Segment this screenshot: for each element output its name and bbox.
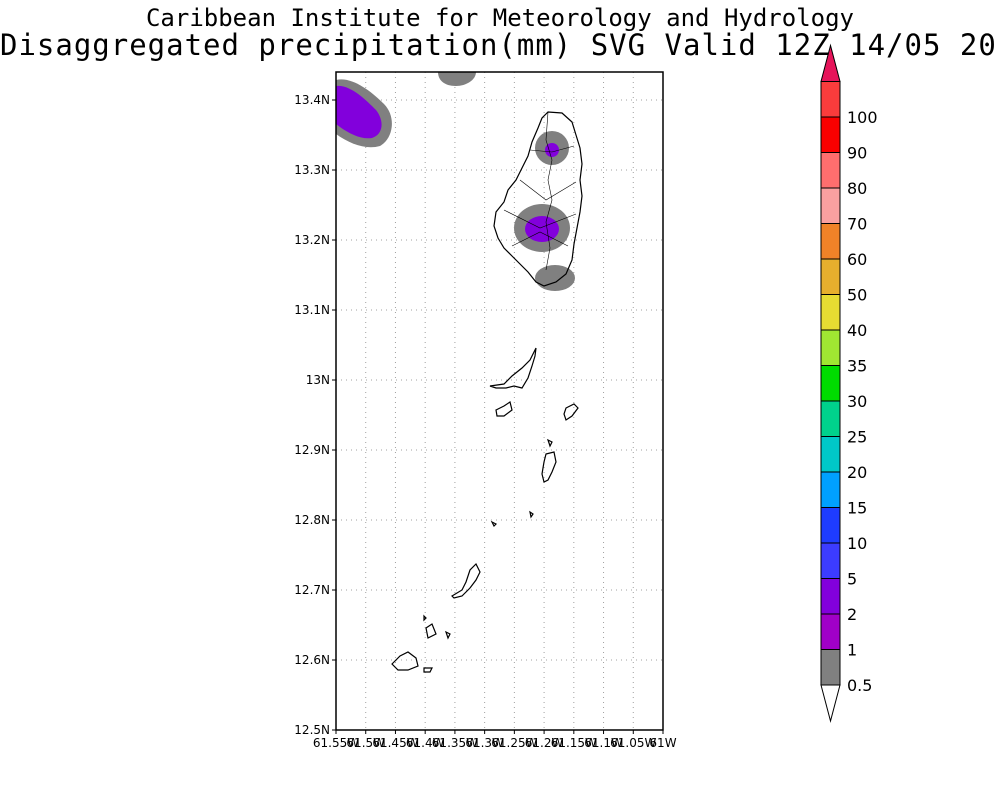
longitude-labels: 61.55W61.5W61.45W61.4W61.35W61.3W61.25W6… <box>313 730 677 750</box>
latitude-labels: 12.5N 12.6N 12.7N 12.8N 12.9N 13N 13.1N 13.2N 13… <box>294 93 336 737</box>
longitude-tick-label: 61.45W <box>372 736 418 750</box>
longitude-tick-label: 61.2W <box>525 736 564 750</box>
colorbar-swatch <box>820 329 841 366</box>
longitude-tick-label: 61.1W <box>584 736 623 750</box>
colorbar-label: 40 <box>847 321 867 340</box>
latitude-tick-label: 13.2N <box>294 233 330 247</box>
colorbar-label: 35 <box>847 357 867 376</box>
colorbar-label: 100 <box>847 108 878 127</box>
map-frame <box>335 71 664 731</box>
colorbar-label: 80 <box>847 179 867 198</box>
precip-area-0.5mm <box>535 265 575 291</box>
precip-area-2mm <box>336 85 382 139</box>
island-carriacou <box>391 651 419 671</box>
longitude-tick-label: 61.25W <box>491 736 537 750</box>
colorbar-swatch <box>820 152 841 189</box>
island-small <box>495 401 513 417</box>
colorbar-swatch <box>820 294 841 331</box>
island-small <box>444 630 451 640</box>
colorbar-label: 10 <box>847 534 867 553</box>
precip-area-0.5mm <box>438 72 476 86</box>
island-small <box>529 510 534 519</box>
colorbar-swatch <box>820 116 841 153</box>
island-canouan <box>541 451 557 483</box>
map-gridlines <box>336 72 663 730</box>
colorbar-swatch <box>820 578 841 615</box>
colorbar-swatch <box>820 365 841 402</box>
colorbar-swatch <box>820 507 841 544</box>
colorbar-label: 90 <box>847 144 867 163</box>
colorbar-swatch <box>820 187 841 224</box>
colorbar-label: 50 <box>847 286 867 305</box>
coastlines <box>391 111 583 673</box>
latitude-tick-label: 13.1N <box>294 303 330 317</box>
island-bequia <box>489 347 537 389</box>
longitude-tick-label: 61W <box>649 736 676 750</box>
longitude-tick-label: 61.35W <box>432 736 478 750</box>
colorbar-label: 2 <box>847 605 857 624</box>
latitude-tick-label: 13.4N <box>294 93 330 107</box>
longitude-tick-label: 61.5W <box>346 736 385 750</box>
colorbar-swatch <box>820 436 841 473</box>
island-small <box>423 614 427 622</box>
island-mustique <box>563 403 579 421</box>
colorbar-label: 25 <box>847 428 867 447</box>
colorbar-swatch <box>820 649 841 686</box>
latitude-tick-label: 12.8N <box>294 513 330 527</box>
longitude-tick-label: 61.15W <box>551 736 597 750</box>
island-small <box>425 623 437 639</box>
longitude-tick-label: 61.55W <box>313 736 359 750</box>
colorbar-overflow-triangle <box>820 43 841 82</box>
longitude-tick-label: 61.3W <box>465 736 504 750</box>
colorbar-label: 60 <box>847 250 867 269</box>
latitude-tick-label: 12.7N <box>294 583 330 597</box>
island-st-vincent <box>493 111 583 287</box>
longitude-tick-label: 61.05W <box>610 736 656 750</box>
colorbar-swatch <box>820 542 841 579</box>
latitude-tick-label: 12.6N <box>294 653 330 667</box>
colorbar-swatch <box>820 81 841 118</box>
island-small <box>546 438 553 448</box>
colorbar-swatch <box>820 471 841 508</box>
latitude-tick-label: 12.5N <box>294 723 330 737</box>
colorbar-swatch <box>820 613 841 650</box>
precip-area-2mm <box>525 216 559 242</box>
colorbar-swatch <box>820 258 841 295</box>
island-small <box>490 520 498 528</box>
colorbar-label: 1 <box>847 641 857 660</box>
colorbar-underflow-triangle <box>820 684 841 723</box>
longitude-tick-label: 61.4W <box>406 736 445 750</box>
colorbar-label: 20 <box>847 463 867 482</box>
island-union <box>451 562 481 599</box>
island-small <box>423 667 433 673</box>
colorbar-swatch <box>820 223 841 260</box>
latitude-tick-label: 13N <box>306 373 330 387</box>
latitude-tick-label: 13.3N <box>294 163 330 177</box>
colorbar-label: 15 <box>847 499 867 518</box>
colorbar-label: 70 <box>847 215 867 234</box>
title-institute: Caribbean Institute for Meteorology and … <box>145 4 854 32</box>
precip-area-2mm <box>545 143 559 157</box>
latitude-tick-label: 12.9N <box>294 443 330 457</box>
colorbar-label: 5 <box>847 570 857 589</box>
colorbar-label: 30 <box>847 392 867 411</box>
colorbar-label: 0.5 <box>847 676 872 695</box>
colorbar-swatch <box>820 400 841 437</box>
